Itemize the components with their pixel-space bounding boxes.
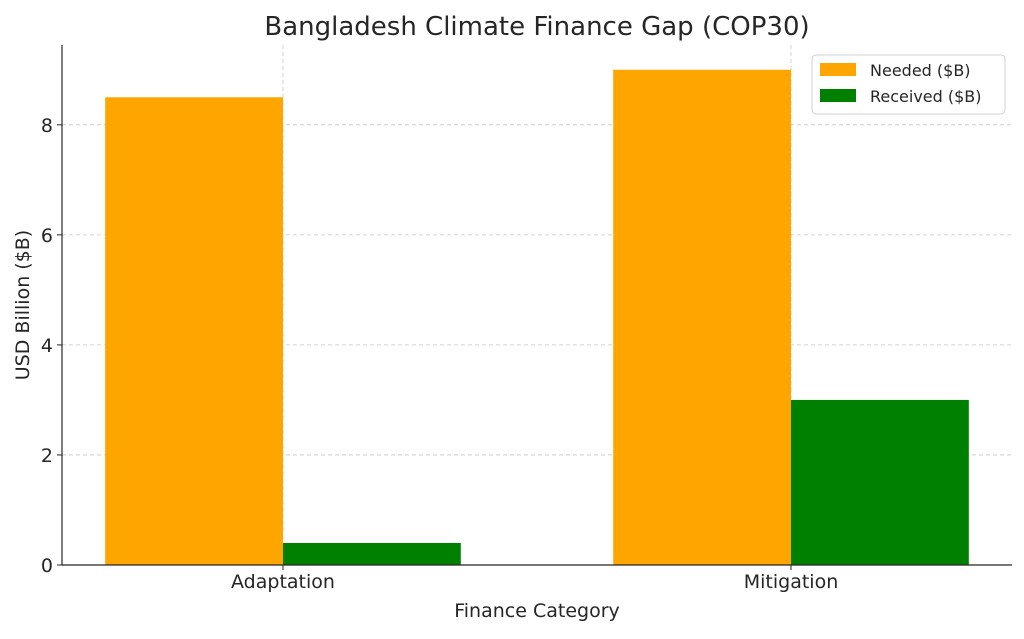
bar-needed xyxy=(105,97,283,565)
legend-label: Needed ($B) xyxy=(870,61,971,80)
x-tick-label: Mitigation xyxy=(744,571,839,593)
y-tick-label: 2 xyxy=(41,445,53,467)
bar-received xyxy=(282,542,461,565)
y-tick-label: 4 xyxy=(41,335,53,357)
y-tick-label: 0 xyxy=(41,555,53,577)
y-tick-label: 8 xyxy=(41,115,53,137)
legend-box xyxy=(811,54,1006,115)
bars xyxy=(105,69,969,565)
bar-received xyxy=(791,399,969,565)
y-axis-label: USD Billion ($B) xyxy=(12,230,34,380)
chart-title: Bangladesh Climate Finance Gap (COP30) xyxy=(264,12,809,42)
y-tick-label: 6 xyxy=(41,225,53,247)
legend-label: Received ($B) xyxy=(870,87,982,106)
bar-needed xyxy=(613,69,792,565)
legend-swatch xyxy=(820,89,856,102)
axes: 0 2 4 6 8 Adaptation Mitigation xyxy=(41,45,1012,593)
x-axis-label: Finance Category xyxy=(454,600,620,622)
legend-swatch xyxy=(820,63,856,76)
x-tick-label: Adaptation xyxy=(231,571,335,593)
legend: Needed ($B) Received ($B) xyxy=(811,54,1006,115)
